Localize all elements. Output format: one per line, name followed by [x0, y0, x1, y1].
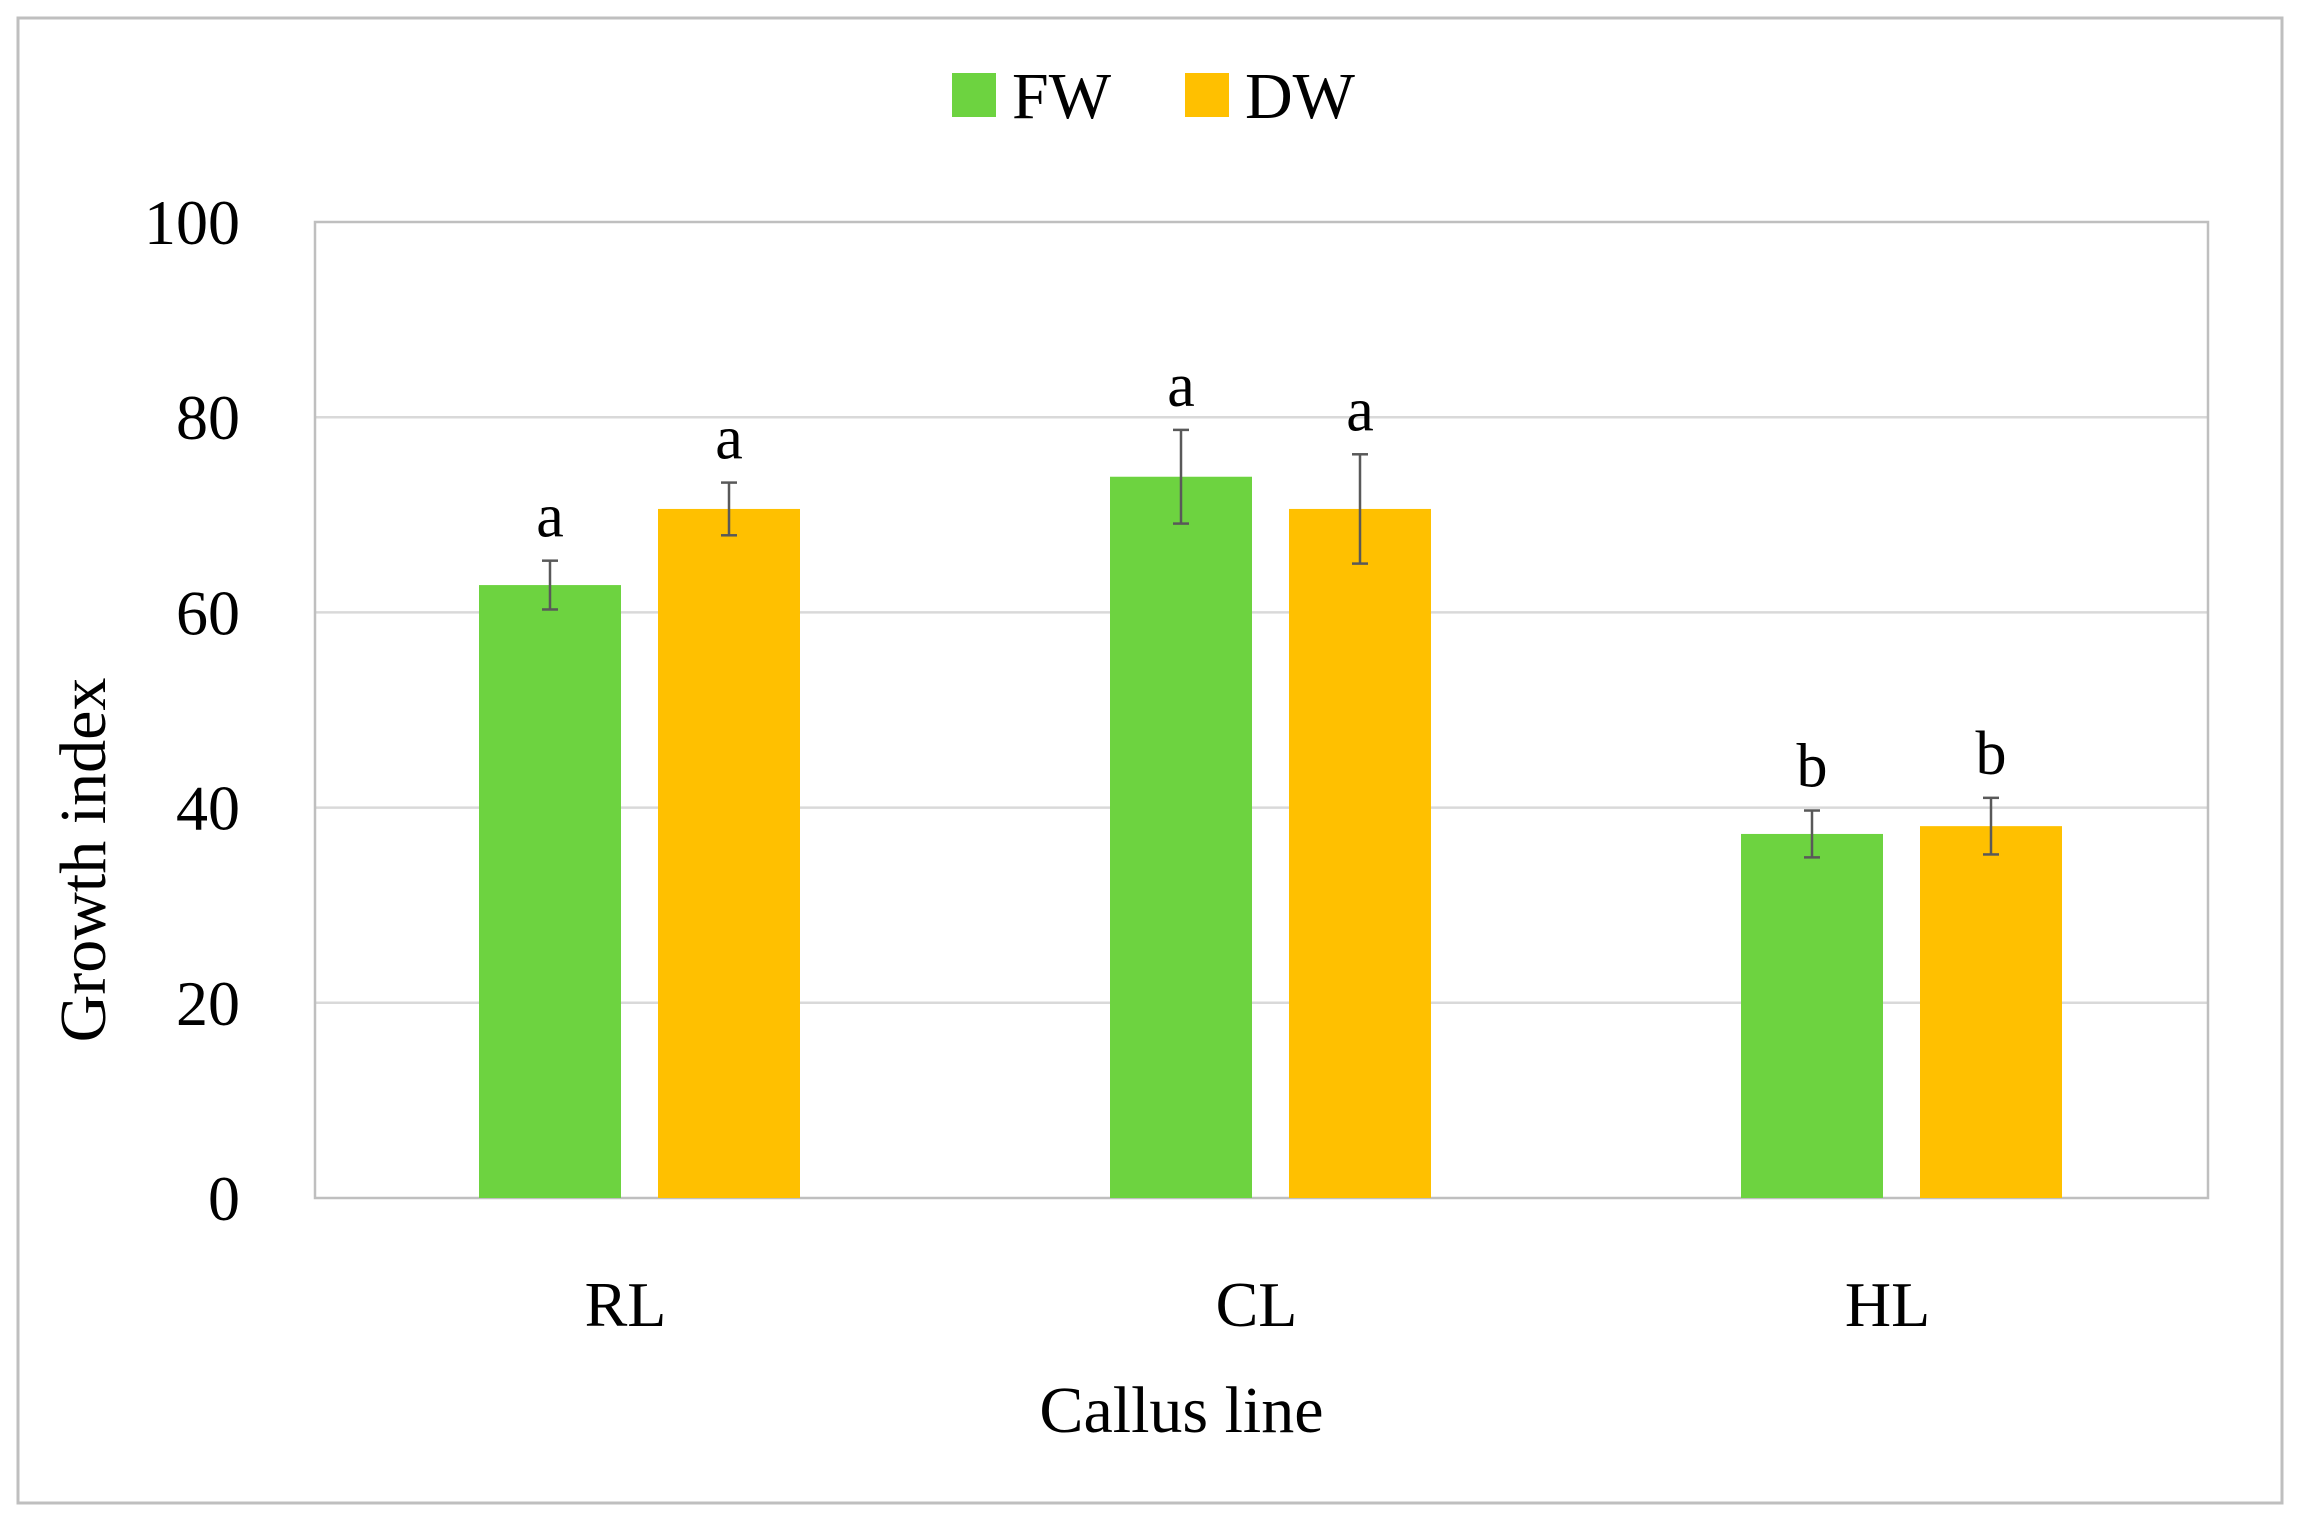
significance-label: a	[1167, 352, 1195, 420]
significance-labels: a a a a b b	[536, 352, 2006, 801]
x-tick-label: HL	[1845, 1269, 1930, 1340]
y-tick-label: 80	[176, 382, 240, 453]
bar-fw-hl	[1741, 833, 1883, 1198]
legend-swatch-dw	[1185, 73, 1229, 117]
legend-label-fw: FW	[1012, 60, 1112, 133]
legend-label-dw: DW	[1245, 60, 1356, 133]
significance-label: a	[536, 483, 564, 551]
y-axis-title: Growth index	[47, 678, 120, 1043]
significance-label: b	[1797, 733, 1828, 801]
bar-fw-rl	[479, 585, 621, 1198]
significance-label: a	[715, 405, 743, 473]
y-axis-ticks: 0 20 40 60 80 100	[144, 187, 240, 1234]
bar-dw-cl	[1289, 508, 1431, 1199]
bar-dw-hl	[1920, 826, 2062, 1198]
y-tick-label: 100	[144, 187, 240, 258]
x-tick-label: CL	[1216, 1269, 1298, 1340]
x-tick-label: RL	[585, 1269, 667, 1340]
y-tick-label: 40	[176, 773, 240, 844]
y-tick-label: 0	[208, 1163, 240, 1234]
significance-label: b	[1976, 720, 2007, 788]
error-bars	[542, 428, 1999, 859]
significance-label: a	[1346, 376, 1374, 444]
x-axis-title: Callus line	[1039, 1374, 1323, 1447]
legend: FW DW	[952, 60, 1356, 133]
y-tick-label: 60	[176, 577, 240, 648]
legend-swatch-fw	[952, 73, 996, 117]
gridlines	[315, 415, 2208, 1005]
bar-fw-cl	[1110, 476, 1252, 1199]
bars	[479, 476, 2062, 1199]
x-axis-ticks: RL CL HL	[585, 1269, 1931, 1340]
bar-dw-rl	[658, 508, 800, 1199]
y-tick-label: 20	[176, 968, 240, 1039]
plot-area-frame	[313, 220, 2210, 1200]
